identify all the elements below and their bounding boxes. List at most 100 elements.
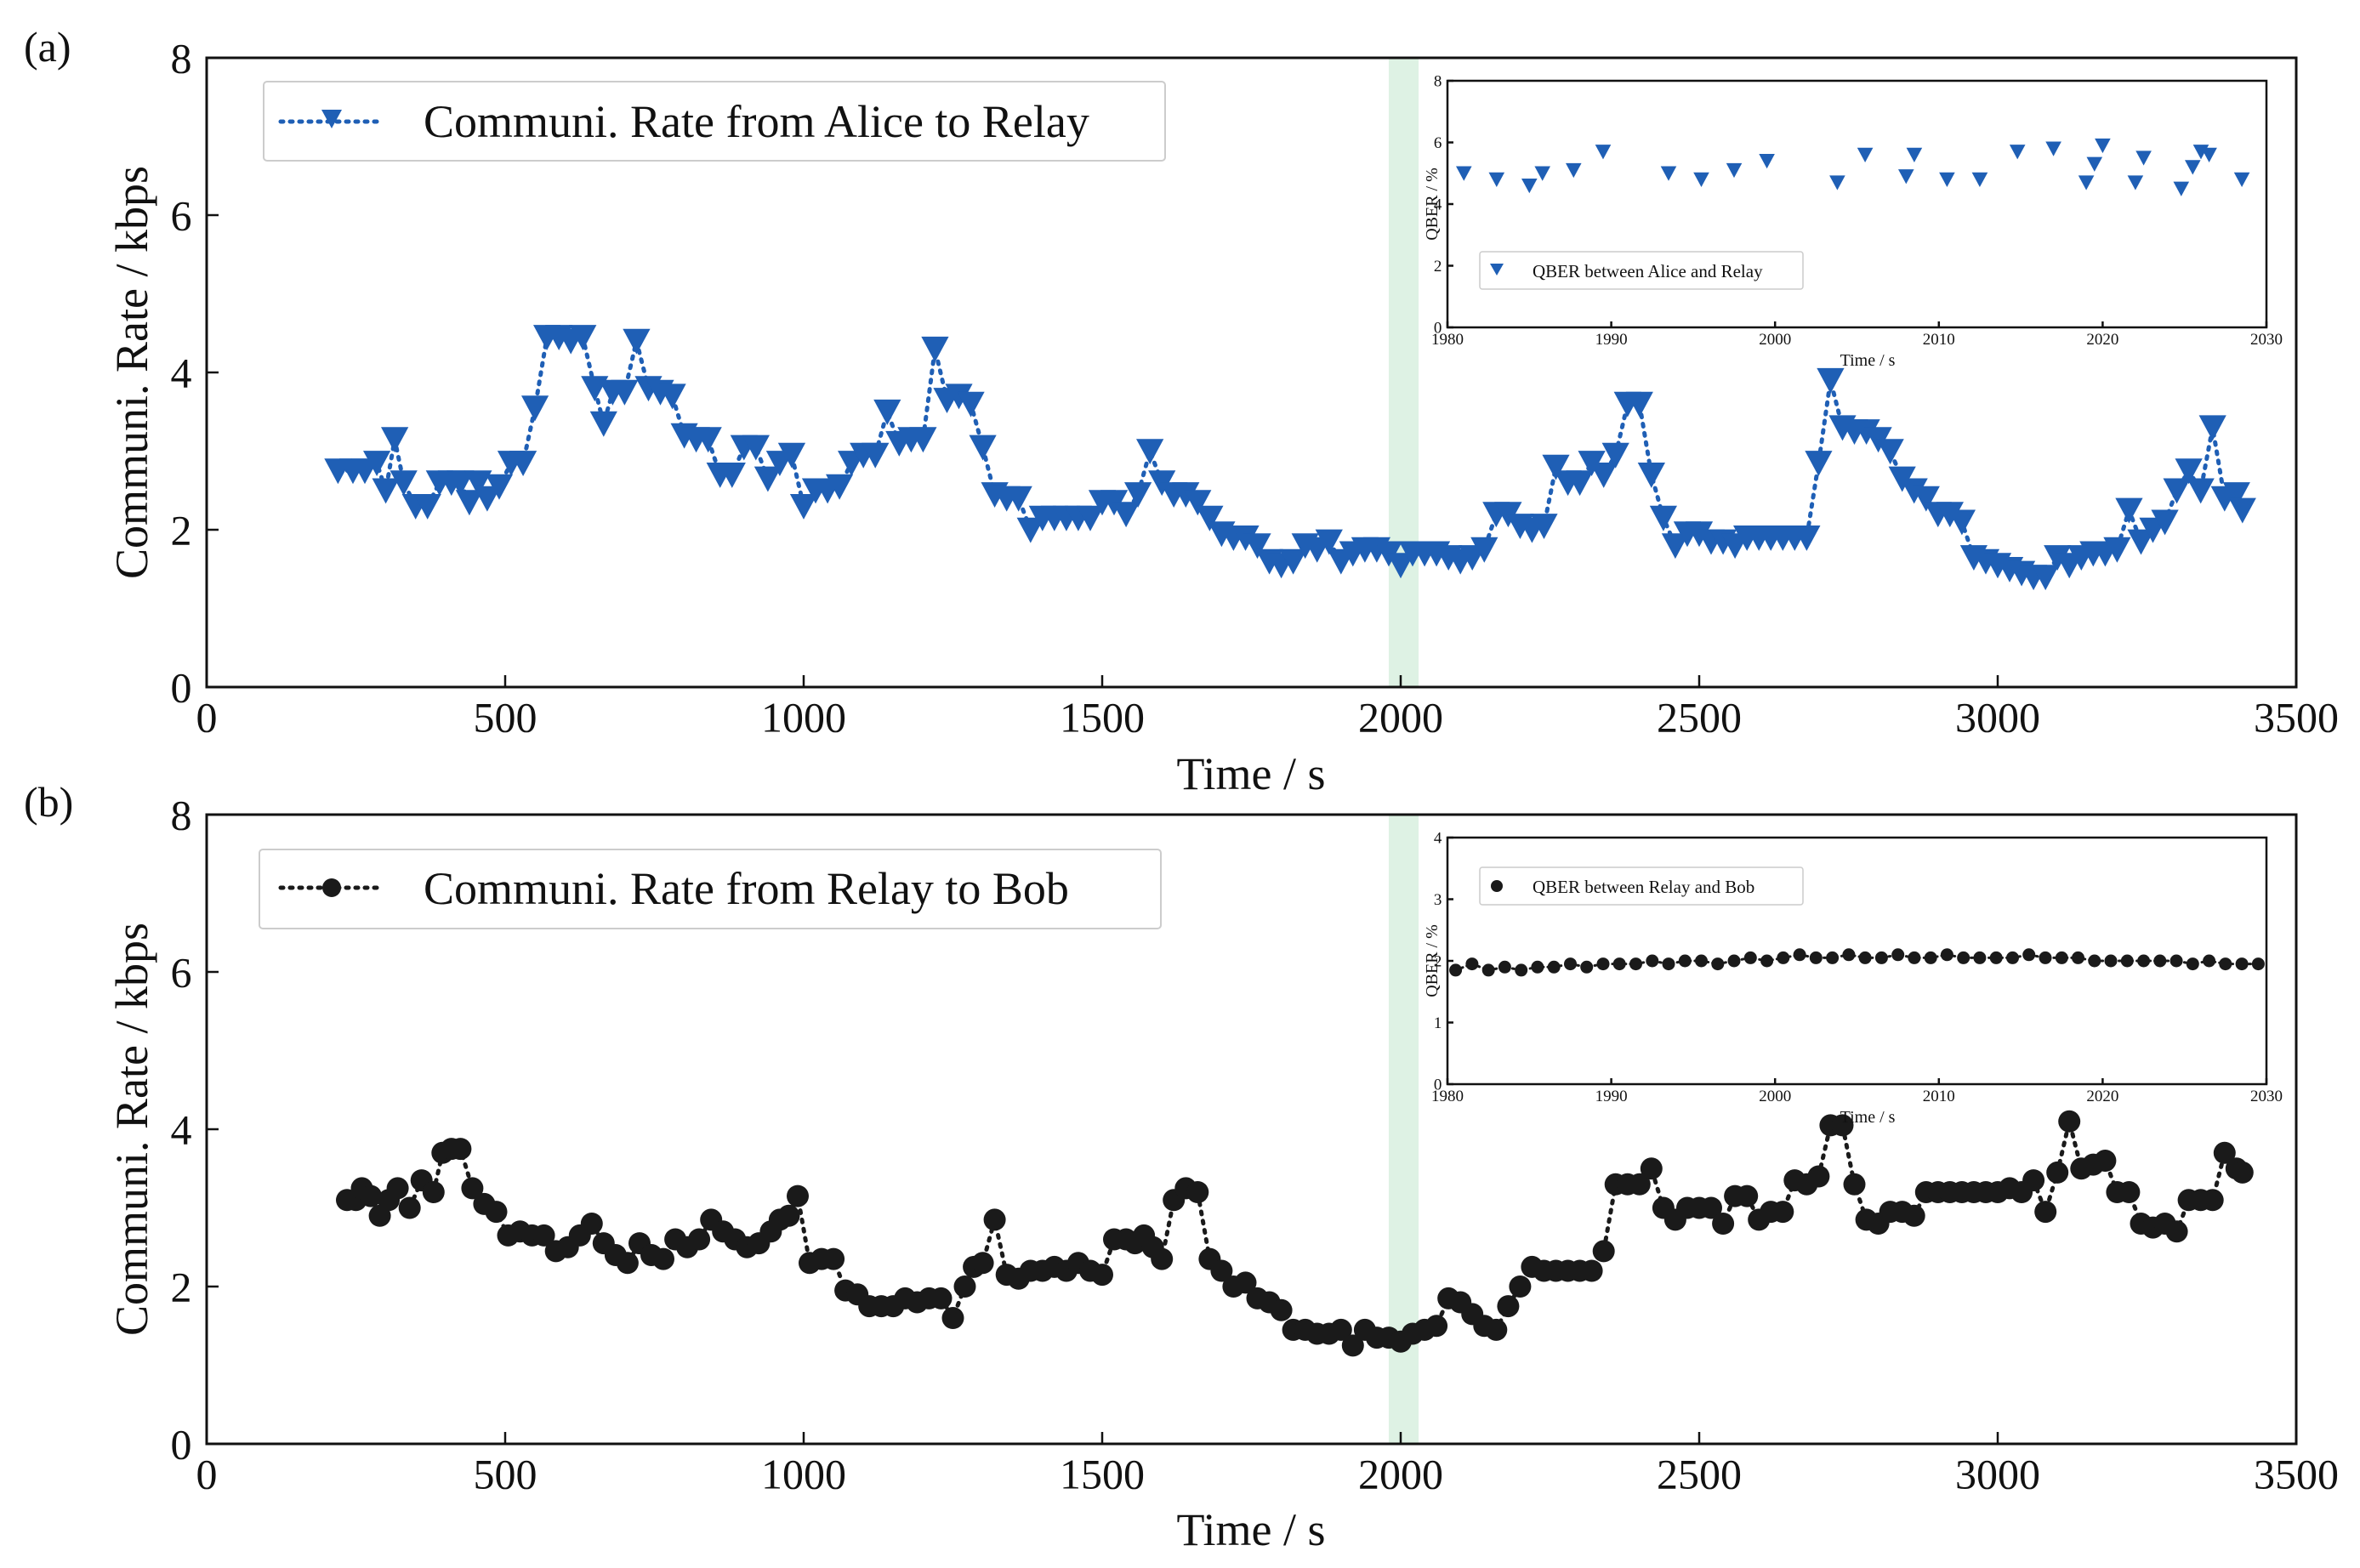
panel-b-series-point [1186, 1181, 1209, 1203]
panel-a-series-point [2228, 497, 2256, 524]
panel-a-inset-x-tick-label: 2000 [1759, 331, 1791, 349]
panel-b-x-tick-label: 1000 [761, 1451, 846, 1498]
panel-a-plot-frame [205, 56, 2298, 689]
panel-a-series-point [1876, 439, 1904, 465]
panel-a: (a) 0 500 1000 1500 2000 2500 3000 3500 0 2 4 6 8 T… [24, 23, 2339, 799]
panel-b-series-point [1509, 1275, 1532, 1298]
panel-a-series-point [1900, 478, 1928, 504]
panel-a-series-point [2151, 509, 2179, 536]
panel-a-x-tick-label: 2000 [1358, 694, 1443, 741]
panel-b-y-axis: 0 2 4 6 8 [171, 792, 219, 1469]
panel-b-inset-series-point [1842, 948, 1856, 962]
panel-b-inset-series-point [2022, 948, 2036, 962]
panel-a-inset-series-point [2045, 141, 2061, 156]
panel-b-inset-series-point [2137, 954, 2151, 968]
panel-b-series-point [2165, 1220, 2188, 1243]
panel-a-series-point [1172, 482, 1200, 508]
panel-a-inset-x-tick-label: 1990 [1595, 331, 1628, 349]
panel-a-series-line [335, 334, 2245, 579]
panel-a-inset-series-point [1521, 179, 1538, 194]
panel-a-series-point [1936, 502, 1964, 528]
panel-a-inset-series-point [1726, 162, 1743, 179]
panel-a-series-point [372, 478, 400, 504]
panel-a-x-axis: 0 500 1000 1500 2000 2500 3000 3500 [196, 675, 2339, 741]
panel-b-series-point [2201, 1189, 2224, 1212]
panel-b-series-point [777, 1204, 800, 1227]
panel-a-inset-x-axis: 1980 1990 2000 2010 2020 2030 [1431, 321, 2283, 349]
panel-a-series-point [1386, 553, 1415, 579]
panel-b-inset-series-point [2120, 954, 2134, 968]
panel-a-y-tick-label: 0 [171, 664, 192, 712]
panel-b-inset-series-point [2055, 951, 2068, 964]
panel-b-inset-x-axis-label: Time / s [1840, 1108, 1896, 1127]
panel-b-series-point [449, 1138, 472, 1161]
panel-b-inset-y-tick-label: 4 [1434, 830, 1442, 848]
panel-a-series-point [1948, 509, 1976, 536]
panel-a-inset-series-point [1660, 166, 1677, 181]
panel-a-x-tick-label: 1500 [1060, 694, 1145, 741]
panel-b-inset-series-point [1727, 954, 1741, 968]
panel-b-series-point [822, 1247, 845, 1270]
panel-a-series-point [1637, 463, 1665, 488]
panel-a-series-point [777, 442, 806, 469]
panel-a-inset-series-point [1829, 175, 1845, 190]
panel-b-inset-series-point [1711, 957, 1725, 971]
panel-a-series-point [789, 494, 818, 520]
panel-b-series-point [422, 1181, 445, 1203]
panel-b-series-point [360, 1185, 382, 1207]
panel-b-y-tick-label: 6 [171, 949, 192, 997]
panel-b-series-point [2094, 1150, 2117, 1172]
panel-b-inset-y-tick-label: 2 [1434, 953, 1442, 971]
panel-a-x-tick-label: 1000 [761, 694, 846, 741]
panel-a-inset-series-point [1759, 154, 1775, 169]
panel-b-series-point [485, 1201, 508, 1224]
panel-a-inset-series-point [1857, 147, 1874, 162]
panel-b-x-tick-label: 1500 [1060, 1451, 1145, 1498]
panel-a-inset-x-tick-label: 2030 [2250, 331, 2283, 349]
panel-a-series-point [1196, 505, 1224, 531]
panel-a-series-point [2222, 482, 2250, 508]
panel-a-y-tick-label: 4 [171, 349, 192, 397]
panel-b-inset-series-point [1743, 951, 1757, 964]
panel-b-inset-series-point [2235, 957, 2249, 971]
panel-b-y-axis-label: Communi. Rate / kbps [106, 923, 157, 1336]
panel-b-series-point [532, 1224, 555, 1247]
panel-b-inset-x-tick-label: 2030 [2250, 1088, 2283, 1105]
panel-a-series-point [1817, 367, 1845, 394]
panel-b-series-point [1234, 1271, 1257, 1294]
panel-a-series-point [623, 328, 651, 355]
panel-b-series-point [2231, 1161, 2254, 1184]
panel-b-inset-series-point [1989, 951, 2003, 964]
panel-a-series-point [1076, 505, 1105, 531]
panel-b-inset-series-point [1874, 951, 1888, 964]
panel-a-inset-y-tick-label: 6 [1434, 134, 1442, 152]
panel-a-highlight-band [1388, 58, 1419, 687]
panel-b-legend-marker [322, 878, 341, 897]
panel-b-inset-series-point [2072, 951, 2084, 964]
panel-b-x-tick-label: 2000 [1358, 1451, 1443, 1498]
panel-b-inset-series-point [2153, 954, 2167, 968]
panel-b-inset-series-point [1596, 957, 1610, 971]
panel-a-series-point [2115, 497, 2143, 524]
panel-a-series-point [1542, 454, 1570, 480]
panel-a-inset-x-tick-label: 2010 [1923, 331, 1955, 349]
panel-b-inset-series-point [1481, 963, 1495, 977]
panel-b-label: (b) [24, 778, 73, 826]
panel-a-y-axis: 0 2 4 6 8 [171, 35, 219, 712]
panel-a-inset-series-point [2233, 172, 2250, 187]
panel-a-x-axis-label: Time / s [1176, 748, 1325, 799]
panel-a-series-point [485, 474, 514, 500]
panel-a-x-tick-label: 3500 [2254, 694, 2339, 741]
panel-b-inset-series-point [1908, 951, 1921, 964]
panel-a-inset-series-point [1488, 172, 1505, 187]
panel-b-inset-series-point [1760, 954, 1774, 968]
panel-b-series-point [1771, 1201, 1794, 1224]
panel-a-series [324, 325, 2256, 591]
panel-b-inset-series-point [1531, 960, 1544, 974]
panel-a-inset-series-point [1595, 145, 1612, 160]
panel-a-series-point [694, 427, 722, 453]
panel-a-series-point [658, 383, 686, 410]
panel-b-inset-series-point [1646, 954, 1659, 968]
panel-b-series-point [1151, 1247, 1174, 1270]
panel-a-series-point [446, 470, 475, 497]
